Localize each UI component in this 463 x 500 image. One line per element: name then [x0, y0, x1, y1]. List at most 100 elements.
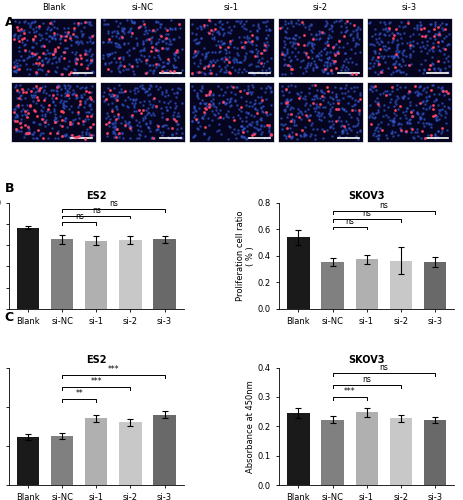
Point: [67, 32, 74, 40]
Point: [100, 88, 107, 96]
Point: [29, 118, 37, 126]
Point: [54, 44, 62, 52]
Point: [381, 86, 388, 94]
Point: [302, 67, 309, 75]
Point: [268, 88, 275, 96]
Point: [237, 107, 244, 115]
Point: [23, 88, 30, 96]
Point: [168, 40, 175, 48]
Point: [110, 92, 117, 100]
Point: [88, 32, 95, 40]
Point: [137, 109, 144, 117]
Point: [244, 36, 252, 44]
Point: [258, 49, 265, 57]
Point: [345, 110, 352, 118]
Point: [421, 32, 428, 40]
Point: [156, 128, 164, 136]
Point: [43, 58, 50, 66]
Point: [406, 50, 413, 58]
Point: [107, 38, 115, 46]
Point: [35, 54, 43, 62]
Point: [19, 104, 27, 112]
Point: [303, 40, 311, 48]
Point: [205, 48, 212, 56]
Point: [282, 98, 289, 106]
Point: [48, 25, 55, 33]
Point: [380, 112, 387, 120]
Point: [158, 110, 165, 118]
Point: [278, 82, 286, 90]
Point: [58, 132, 66, 140]
Point: [222, 112, 229, 120]
Point: [438, 100, 445, 108]
Point: [342, 49, 349, 57]
Point: [153, 40, 160, 48]
Point: [135, 118, 143, 126]
Point: [294, 109, 301, 117]
Point: [12, 68, 19, 76]
Point: [51, 47, 59, 55]
Point: [385, 26, 392, 34]
Point: [414, 88, 421, 96]
Point: [75, 19, 82, 27]
Point: [78, 128, 86, 136]
Point: [302, 51, 309, 59]
Point: [63, 130, 70, 138]
Point: [355, 135, 362, 143]
Point: [244, 88, 251, 96]
Point: [137, 46, 144, 54]
Point: [38, 107, 46, 115]
Point: [282, 134, 290, 142]
Point: [203, 100, 210, 108]
Point: [370, 58, 377, 66]
Point: [205, 28, 212, 36]
Point: [15, 32, 22, 40]
Point: [258, 49, 266, 57]
Point: [222, 49, 230, 57]
Point: [146, 82, 153, 90]
Point: [416, 66, 423, 74]
Point: [201, 62, 208, 70]
Point: [253, 109, 261, 117]
Point: [208, 30, 216, 38]
Point: [210, 100, 217, 108]
Point: [36, 131, 44, 139]
Point: [52, 58, 60, 66]
Point: [149, 68, 156, 76]
Point: [37, 101, 44, 109]
Point: [171, 62, 178, 70]
Point: [61, 90, 69, 98]
Point: [63, 114, 70, 122]
Point: [13, 59, 20, 67]
Point: [62, 96, 69, 104]
Point: [286, 62, 294, 70]
Point: [118, 130, 125, 138]
Point: [254, 126, 261, 134]
Point: [104, 128, 111, 136]
Point: [124, 48, 131, 56]
Point: [112, 102, 119, 110]
Point: [253, 118, 261, 126]
Point: [232, 84, 240, 92]
Point: [54, 84, 62, 92]
Point: [206, 102, 213, 110]
Point: [434, 42, 441, 50]
Point: [163, 44, 170, 52]
Point: [417, 113, 424, 121]
Point: [407, 108, 415, 116]
Point: [175, 108, 182, 116]
Point: [391, 52, 399, 60]
Point: [309, 35, 317, 43]
Point: [203, 22, 211, 30]
Point: [412, 82, 419, 90]
Point: [397, 68, 404, 76]
Point: [340, 94, 347, 102]
Point: [397, 126, 405, 134]
Point: [423, 94, 430, 102]
Point: [169, 25, 176, 33]
Point: [119, 130, 126, 138]
Point: [110, 84, 118, 92]
Point: [255, 22, 262, 30]
Point: [233, 44, 240, 52]
Point: [50, 32, 57, 40]
